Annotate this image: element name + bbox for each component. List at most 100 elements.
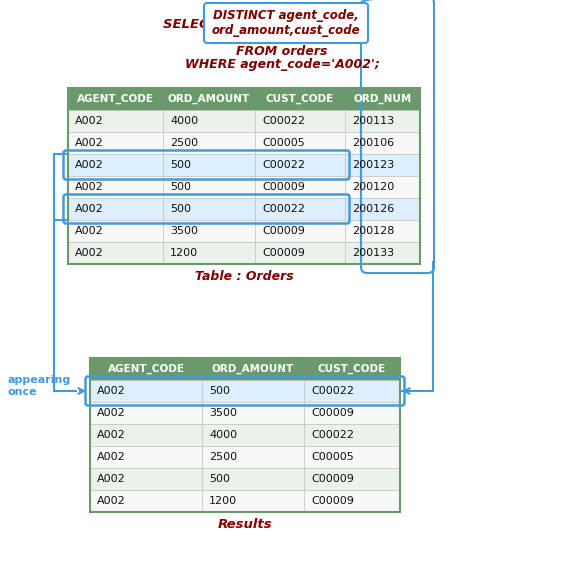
Text: C00022: C00022 [262,116,305,126]
Text: A002: A002 [97,408,126,418]
Text: C00009: C00009 [311,496,354,506]
Bar [68,242,163,264]
Text: 500: 500 [209,474,230,484]
Bar [255,132,345,154]
Text: CUST_CODE: CUST_CODE [266,94,334,104]
Bar [202,468,304,490]
Text: 4000: 4000 [209,430,237,440]
Text: AGENT_CODE: AGENT_CODE [77,94,154,104]
Text: 200113: 200113 [352,116,394,126]
Bar [345,132,420,154]
Text: appearing
once: appearing once [8,375,71,397]
Bar [255,110,345,132]
Text: A002: A002 [75,204,104,214]
Bar [255,220,345,242]
Text: C00009: C00009 [311,408,354,418]
Bar [345,110,420,132]
Text: A002: A002 [75,138,104,148]
Bar [90,446,202,468]
Bar [163,88,255,110]
Text: C00005: C00005 [262,138,305,148]
Bar [304,468,400,490]
Text: C00009: C00009 [262,226,305,236]
Text: CUST_CODE: CUST_CODE [318,364,386,374]
Bar [345,154,420,176]
Bar [163,154,255,176]
Text: A002: A002 [75,248,104,258]
Text: 200128: 200128 [352,226,394,236]
Text: A002: A002 [75,226,104,236]
Text: 500: 500 [209,386,230,396]
Bar [304,380,400,402]
Text: 500: 500 [170,204,191,214]
Bar [68,176,163,198]
Text: A002: A002 [97,474,126,484]
Bar [345,242,420,264]
Text: C00009: C00009 [311,474,354,484]
Text: AGENT_CODE: AGENT_CODE [108,364,184,374]
Bar [68,132,163,154]
Bar [202,446,304,468]
Text: 1200: 1200 [209,496,237,506]
Text: SELECT: SELECT [163,18,222,31]
Bar [345,198,420,220]
Text: Table : Orders: Table : Orders [195,271,293,283]
Text: 2500: 2500 [170,138,198,148]
Bar [304,424,400,446]
Bar [255,198,345,220]
Text: C00009: C00009 [262,248,305,258]
Text: ORD_AMOUNT: ORD_AMOUNT [168,94,250,104]
Bar [255,242,345,264]
Text: 200106: 200106 [352,138,394,148]
Bar [202,380,304,402]
Bar [255,88,345,110]
Text: C00022: C00022 [262,160,305,170]
Bar [90,468,202,490]
Bar [163,176,255,198]
Bar [202,358,304,380]
Text: Results: Results [218,518,272,532]
Text: 200120: 200120 [352,182,394,192]
Bar [68,220,163,242]
Bar [163,132,255,154]
Bar [202,490,304,512]
Bar [90,380,202,402]
Text: 3500: 3500 [209,408,237,418]
Bar [163,110,255,132]
Bar [90,490,202,512]
Text: 2500: 2500 [209,452,237,462]
Text: A002: A002 [75,160,104,170]
Bar [345,176,420,198]
Bar [345,88,420,110]
Text: FROM orders: FROM orders [236,45,328,58]
Text: WHERE agent_code='A002';: WHERE agent_code='A002'; [184,58,380,71]
Bar [68,110,163,132]
Text: 500: 500 [170,160,191,170]
Bar [68,88,420,264]
Bar [304,402,400,424]
Text: C00009: C00009 [262,182,305,192]
Bar [255,176,345,198]
Bar [90,402,202,424]
Bar [163,220,255,242]
Text: C00005: C00005 [311,452,354,462]
Text: A002: A002 [75,116,104,126]
Bar [202,402,304,424]
Bar [68,198,163,220]
Bar [163,198,255,220]
Bar [90,358,202,380]
Bar [345,220,420,242]
Text: A002: A002 [97,430,126,440]
Text: ORD_AMOUNT: ORD_AMOUNT [212,364,294,374]
Text: 200126: 200126 [352,204,394,214]
Bar [68,154,163,176]
FancyBboxPatch shape [204,3,368,43]
Text: C00022: C00022 [262,204,305,214]
Text: 200133: 200133 [352,248,394,258]
Bar [304,446,400,468]
Bar [304,358,400,380]
Text: A002: A002 [97,496,126,506]
Text: ORD_NUM: ORD_NUM [354,94,412,104]
Text: A002: A002 [75,182,104,192]
Bar [304,490,400,512]
